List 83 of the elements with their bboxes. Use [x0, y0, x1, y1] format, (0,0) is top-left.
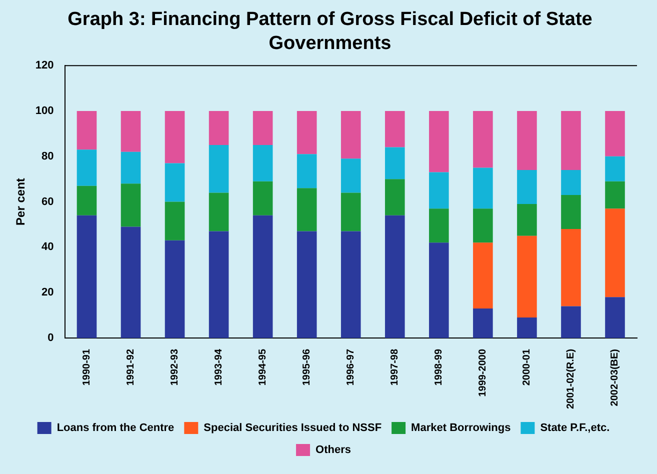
bar — [340, 231, 361, 338]
bar — [473, 168, 493, 209]
x-tick-label: 1998-99 — [434, 348, 445, 386]
x-tick-label: 1992-93 — [170, 348, 181, 386]
bar — [605, 156, 625, 182]
bar — [252, 215, 273, 338]
bar — [164, 163, 185, 202]
bar — [605, 181, 625, 209]
bar — [208, 231, 229, 338]
bar — [384, 179, 405, 216]
chart-title: Graph 3: Financing Pattern of Gross Fiscal Deficit of State Governments — [66, 8, 594, 56]
bar — [164, 202, 185, 240]
bar — [561, 229, 581, 306]
bar — [517, 204, 537, 236]
bar — [252, 145, 273, 182]
bar — [605, 297, 625, 338]
bar — [208, 145, 229, 193]
y-tick-label: 20 — [42, 286, 54, 299]
x-tick-label: 2001-02(R.E) — [566, 348, 577, 409]
bar — [384, 147, 405, 180]
legend-label: Special Securities Issued to NSSF — [204, 422, 382, 434]
bar — [473, 208, 493, 243]
x-tick-label: 2002-03(BE) — [610, 348, 621, 406]
bar — [517, 318, 537, 338]
bar — [561, 170, 581, 195]
bar — [517, 170, 537, 204]
bar — [473, 110, 493, 168]
x-tick-label: 1990-91 — [82, 348, 93, 386]
bar — [296, 188, 317, 232]
bar — [120, 152, 141, 184]
bar — [296, 154, 317, 188]
legend-label: State P.F.,etc. — [540, 422, 610, 434]
y-tick-label: 60 — [42, 196, 54, 208]
bar — [384, 110, 405, 148]
x-tick-label: 1991-92 — [126, 348, 137, 386]
bar — [429, 242, 449, 338]
x-tick-label: 2000-01 — [522, 348, 533, 386]
y-tick-label: 0 — [48, 332, 54, 344]
bar — [561, 110, 581, 170]
bar — [561, 194, 581, 230]
bar — [605, 110, 625, 156]
bar — [76, 110, 97, 150]
bar — [120, 110, 141, 152]
bar — [208, 110, 229, 146]
x-tick-label: 1993-94 — [214, 348, 225, 386]
bar — [340, 192, 361, 232]
bar — [296, 110, 317, 154]
bar — [164, 240, 185, 338]
bar — [208, 192, 229, 232]
y-tick-label: 120 — [35, 60, 54, 72]
legend-label: Others — [316, 444, 351, 456]
legend-label: Market Borrowings — [411, 422, 511, 434]
x-tick-label: 1997-98 — [390, 348, 401, 386]
bar — [340, 110, 361, 159]
y-axis-title: Per cent — [14, 178, 28, 226]
y-tick-label: 100 — [35, 105, 54, 118]
bar — [517, 236, 537, 318]
x-tick-label: 1996-97 — [346, 348, 357, 386]
bar — [473, 308, 493, 338]
bar — [473, 242, 493, 308]
bar — [120, 226, 141, 338]
y-tick-label: 80 — [42, 150, 54, 162]
bar — [605, 208, 625, 298]
bar — [429, 208, 449, 243]
bar — [164, 110, 185, 164]
bar — [384, 215, 405, 338]
legend-label: Loans from the Centre — [56, 422, 174, 434]
bar — [76, 186, 97, 216]
bar — [296, 231, 317, 338]
bar — [252, 110, 273, 146]
bar — [340, 158, 361, 193]
bar — [76, 215, 97, 338]
bar — [429, 172, 449, 209]
bar — [76, 150, 97, 186]
bar — [120, 184, 141, 227]
x-tick-label: 1995-96 — [302, 348, 313, 386]
x-tick-label: 1994-95 — [258, 348, 269, 386]
bar — [252, 181, 273, 216]
bar — [517, 110, 537, 170]
y-tick-label: 40 — [42, 241, 54, 254]
x-tick-label: 1999-2000 — [478, 348, 489, 397]
bar — [561, 306, 581, 338]
bar — [429, 110, 449, 172]
